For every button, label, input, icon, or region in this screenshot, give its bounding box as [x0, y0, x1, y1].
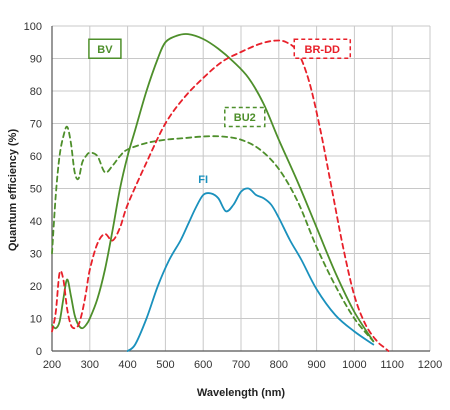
series-label-bv: BV: [88, 38, 122, 59]
x-tick-label: 900: [307, 359, 325, 371]
x-tick-label: 1100: [380, 359, 404, 371]
y-tick-label: 20: [30, 281, 42, 293]
series-line-br-dd: [51, 39, 390, 352]
y-tick-label: 0: [36, 346, 42, 358]
x-tick-label: 500: [156, 359, 174, 371]
x-tick-label: 200: [43, 359, 61, 371]
y-tick-label: 40: [30, 216, 42, 228]
x-tick-label: 1200: [418, 359, 442, 371]
series-label-fi: FI: [198, 174, 208, 186]
y-tick-label: 60: [30, 151, 42, 163]
series-line-fi: [126, 187, 375, 352]
x-tick-label: 1000: [342, 359, 366, 371]
chart-axes: [51, 26, 430, 352]
series-label-bu2: BU2: [224, 106, 266, 128]
series-label-br-dd: BR-DD: [293, 38, 352, 59]
series-label-text: BV: [97, 44, 113, 56]
series-line-bv: [51, 33, 375, 343]
y-tick-label: 50: [30, 184, 42, 196]
series-labels: BV BU2 BR-DD FI: [88, 38, 352, 186]
y-tick-label: 10: [30, 314, 42, 326]
x-tick-label: 400: [118, 359, 136, 371]
chart-grid: [51, 25, 431, 352]
series-label-box: [88, 38, 122, 59]
series-label-box: [224, 106, 266, 128]
x-tick-label: 800: [270, 359, 288, 371]
series-label-text: FI: [198, 174, 208, 186]
y-tick-label: 100: [24, 21, 42, 33]
y-tick-label: 70: [30, 119, 42, 131]
series-line-bu2: [51, 125, 375, 343]
tick-labels: 200 300 400 500 600 700 800 900 1000 1100 1200 0 10 2…: [24, 21, 443, 371]
y-tick-label: 90: [30, 54, 42, 66]
x-tick-label: 300: [81, 359, 99, 371]
x-tick-label: 600: [194, 359, 212, 371]
series-label-box: [293, 38, 352, 59]
y-axis-title: Quantum efficiency (%): [7, 129, 19, 252]
series-label-text: BR-DD: [305, 44, 340, 56]
x-tick-label: 700: [232, 359, 250, 371]
y-tick-label: 30: [30, 249, 42, 261]
series-lines: [51, 33, 390, 352]
series-label-text: BU2: [234, 112, 256, 124]
x-axis-title: Wavelength (nm): [197, 387, 286, 399]
y-tick-label: 80: [30, 86, 42, 98]
